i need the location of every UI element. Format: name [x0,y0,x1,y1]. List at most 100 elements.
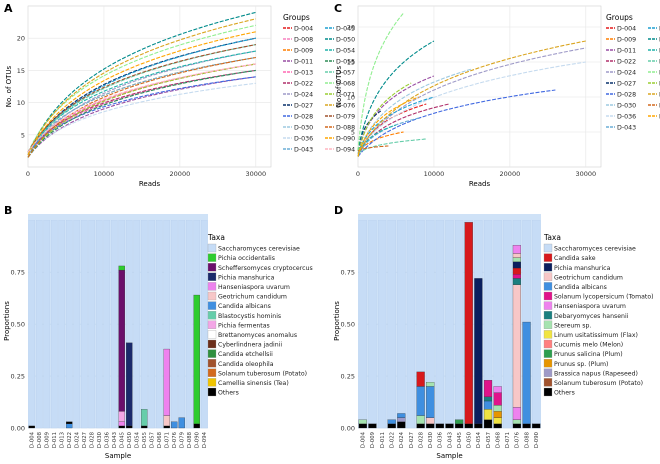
panel-label-c: C [334,2,342,15]
series-line-d-068 [357,12,405,151]
bar-column-d-027 [406,220,416,429]
y-tick-label: 5 [351,129,355,137]
legend-label: D-009 [294,47,313,54]
bar-segment [426,386,435,418]
legend-swatch [543,311,553,320]
series-line-d-013 [27,63,256,156]
panel-label-d: D [334,204,343,217]
legend-label: Pichia fermentas [218,322,270,329]
y-tick-label: 20 [347,24,355,32]
bar-segment [163,425,170,429]
bar-segment [118,411,125,422]
series-line-d-036 [27,82,256,156]
series-line-d-009 [357,131,404,154]
legend-label: D-004 [617,25,636,32]
series-line-d-094 [27,63,256,153]
legend-swatch [543,263,553,272]
x-tick-label: D-068 [495,431,501,448]
series-line-d-043 [357,117,419,157]
panel-b: B0.000.250.500.75D-004 D-008 D-009 D-011 D-0… [3,204,313,460]
series-line-d-054 [27,50,256,153]
y-axis-title: No. of OTUs [5,65,13,107]
x-tick-label: D-050 [467,431,473,448]
legend: Taxa Saccharomyces cerevisiae Pichia occid… [207,233,313,397]
x-tick-label: 30000 [245,170,266,178]
x-tick-label: D-043 [112,432,118,448]
legend-swatch [207,243,217,253]
bar-segment [141,409,148,427]
legend-label: Solanum lycopersicum (Tomato) [554,294,654,301]
legend-label: Others [218,390,239,397]
x-tick-label: D-057 [486,432,492,448]
x-tick-label: D-009 [45,432,51,448]
legend-swatch [207,387,217,397]
legend-swatch [543,282,553,291]
legend-label: D-004 [294,25,313,32]
bar-column-d-009 [368,220,377,429]
legend-swatch [543,387,553,397]
x-tick-label: D-022 [390,432,396,448]
bar-segment [522,423,531,429]
series-line-d-045 [357,96,435,154]
bar-segment [512,261,521,269]
legend-swatch [543,349,553,358]
x-tick-label: D-055 [142,432,148,448]
x-tick-label: D-068 [157,431,163,448]
bar-segment [416,423,425,429]
legend-label: Blastocystis hominis [218,313,281,320]
bar-column-d-094 [201,220,208,429]
legend-swatch [207,301,217,310]
legend-label: D-022 [294,80,313,87]
y-tick-label: 0.75 [341,269,355,277]
legend-label: Camellia sinensis (Tea) [218,380,289,387]
bar-segment [522,321,531,424]
bar-segment [193,423,200,429]
legend-label: D-030 [294,124,313,131]
y-tick-label: 20 [17,35,25,43]
y-axis-title: Proportions [333,301,341,341]
legend-label: Debaryomyces hansenii [554,313,629,320]
bar-segment [28,425,35,429]
x-tick-label: D-024 [399,431,405,448]
legend-label: Cyberlindnera jadinii [218,342,282,349]
bar-segment [445,423,454,429]
legend-label: D-094 [336,146,355,153]
series-line-d-079 [27,44,256,153]
legend-label: Pichia manshurica [218,274,275,281]
legend-label: D-022 [617,58,636,65]
bar-segment [387,423,396,429]
legend-label: Geotrichum candidum [554,274,623,281]
series-line-d-076 [27,18,256,156]
series-line-d-076 [357,40,586,154]
bar-column-d-090 [532,220,541,429]
bar-segment [118,425,125,429]
bar-segment [416,415,425,424]
bar-column-d-024 [397,220,406,429]
x-tick-label: D-008 [37,431,43,448]
legend-label: D-079 [336,113,355,120]
legend-label: D-055 [336,58,355,65]
legend-title: Taxa [207,233,225,242]
legend-label: D-030 [617,102,636,109]
bar-segment [483,409,493,420]
bar-segment [435,423,444,429]
x-tick-label: D-030 [428,431,434,448]
legend-label: Pichia manshurica [554,265,611,272]
x-tick-label: 10000 [94,170,115,178]
bar-segment [512,245,521,254]
legend-label: D-027 [294,102,313,109]
series-line-d-090 [357,96,419,157]
bar-segment [178,417,185,429]
legend-label: Brettanomyces anomalus [218,332,297,339]
x-tick-label: D-094 [202,431,208,448]
legend-swatch [543,301,553,310]
x-tick-label: D-009 [370,432,376,448]
bar-segment [358,423,367,429]
legend-title: Taxa [543,233,561,242]
bar-segment [387,419,396,424]
legend-label: D-013 [294,69,313,76]
legend-label: Candida albicans [554,284,607,291]
bar-column-d-036 [103,220,110,429]
legend-label: Prunus sp. (Plum) [554,361,608,368]
bar-column-d-027 [81,220,88,429]
